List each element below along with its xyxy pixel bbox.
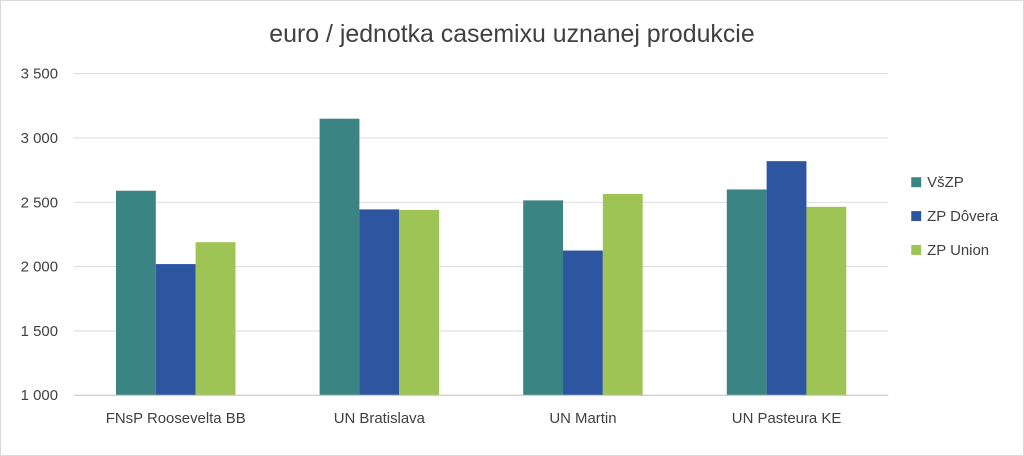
y-axis-ticks: 1 000 1 500 2 000 2 500 3 000 3 500 bbox=[21, 66, 58, 405]
y-tick-label: 2 000 bbox=[21, 259, 58, 276]
bar bbox=[766, 161, 807, 396]
x-category-label: UN Martin bbox=[549, 410, 616, 427]
y-tick-label: 1 500 bbox=[21, 323, 58, 340]
bar bbox=[195, 242, 236, 396]
y-tick-label: 1 000 bbox=[21, 387, 58, 404]
legend: VšZP ZP Dôvera ZP Union bbox=[911, 174, 999, 259]
legend-label: ZP Dôvera bbox=[927, 208, 999, 225]
x-axis-categories: FNsP Roosevelta BB UN Bratislava UN Martin… bbox=[106, 410, 842, 427]
bar bbox=[359, 209, 400, 396]
x-category-label: FNsP Roosevelta BB bbox=[106, 410, 246, 427]
legend-label: VšZP bbox=[927, 174, 964, 191]
bar bbox=[319, 118, 360, 396]
y-tick-label: 2 500 bbox=[21, 194, 58, 211]
bar bbox=[563, 250, 603, 396]
bar bbox=[602, 193, 643, 396]
chart-title: euro / jednotka casemixu uznanej produkc… bbox=[269, 20, 754, 48]
bar bbox=[155, 264, 196, 396]
legend-swatch bbox=[911, 211, 922, 222]
legend-label: ZP Union bbox=[927, 242, 989, 259]
y-tick-label: 3 000 bbox=[21, 130, 58, 147]
legend-swatch bbox=[911, 177, 922, 188]
x-category-label: UN Bratislava bbox=[334, 410, 426, 427]
bar bbox=[523, 200, 564, 396]
bar bbox=[726, 189, 767, 396]
bars bbox=[115, 118, 847, 396]
bar bbox=[806, 206, 847, 396]
bar bbox=[115, 190, 156, 396]
bar bbox=[399, 210, 440, 396]
x-category-label: UN Pasteura KE bbox=[732, 410, 842, 427]
y-tick-label: 3 500 bbox=[21, 66, 58, 83]
legend-swatch bbox=[911, 244, 922, 255]
